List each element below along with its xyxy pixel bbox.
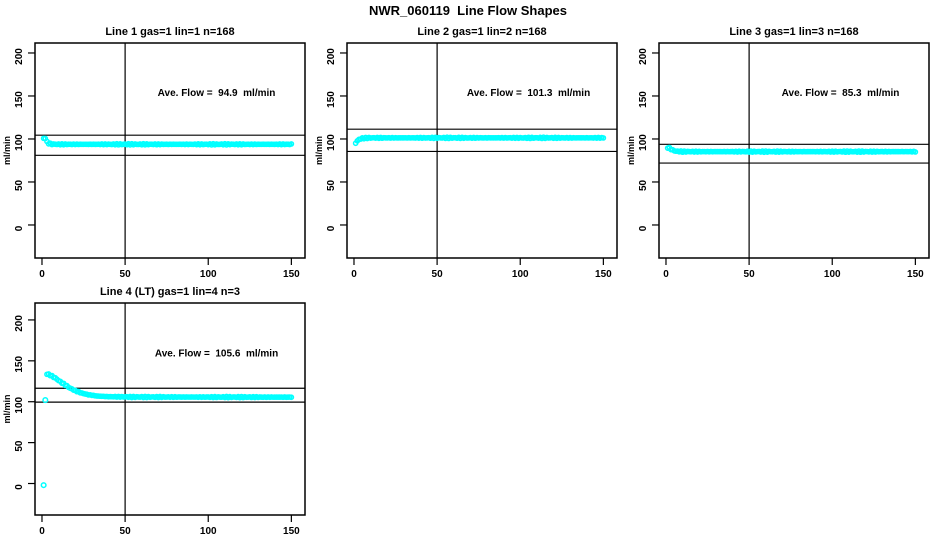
data-point [288, 394, 295, 401]
data-points [352, 134, 607, 147]
x-tick-label: 0 [663, 269, 669, 280]
ave-flow-annotation: Ave. Flow = 85.3 ml/min [782, 88, 900, 99]
panel-line-3: 0 50 100 150 200 0 50 100 150 ml/min Line 3 gas=1 … [626, 26, 930, 280]
panel-line-4: 0 50 100 150 200 0 50 100 150 ml/min Line 4 (LT) g… [2, 286, 306, 537]
x-tick-label: 150 [283, 526, 300, 537]
main-title: NWR_060119 Line Flow Shapes [369, 3, 567, 18]
y-tick-label: 50 [326, 179, 337, 191]
y-tick-label: 150 [14, 91, 25, 108]
x-tick-label: 100 [200, 526, 217, 537]
y-tick-label: 100 [14, 134, 25, 151]
y-tick-label: 0 [638, 225, 649, 231]
y-tick-label: 50 [14, 179, 25, 191]
y-tick-label: 100 [326, 134, 337, 151]
plot-box [34, 42, 306, 259]
y-axis-label: ml/min [314, 136, 324, 165]
x-tick-label: 50 [120, 526, 132, 537]
data-points [40, 135, 295, 148]
y-tick-label: 200 [638, 48, 649, 65]
y-tick-label: 0 [326, 225, 337, 231]
x-tick-label: 150 [907, 269, 924, 280]
outlier-point [42, 397, 49, 404]
x-tick-label: 50 [432, 269, 444, 280]
y-axis-label: ml/min [626, 136, 636, 165]
panel-line-1: 0 50 100 150 200 0 50 100 150 ml/min Line 1 gas=1 … [2, 26, 306, 280]
y-tick-label: 50 [14, 440, 25, 452]
y-tick-label: 200 [326, 48, 337, 65]
y-tick-label: 0 [14, 225, 25, 231]
y-axis-label: ml/min [2, 136, 12, 165]
ave-flow-annotation: Ave. Flow = 101.3 ml/min [467, 88, 590, 99]
y-tick-label: 150 [326, 91, 337, 108]
plot-box [658, 42, 930, 259]
x-tick-label: 100 [200, 269, 217, 280]
y-tick-label: 200 [14, 48, 25, 65]
data-points [40, 371, 295, 489]
x-tick-label: 50 [120, 269, 132, 280]
panel-title: Line 4 (LT) gas=1 lin=4 n=3 [100, 286, 240, 298]
panel-line-2: 0 50 100 150 200 0 50 100 150 ml/min Line 2 gas=1 … [314, 26, 618, 280]
plot-box [346, 42, 618, 259]
x-tick-label: 0 [351, 269, 357, 280]
panel-title: Line 1 gas=1 lin=1 n=168 [105, 26, 234, 38]
y-tick-label: 50 [638, 179, 649, 191]
y-tick-label: 200 [14, 315, 25, 332]
x-tick-label: 50 [744, 269, 756, 280]
y-tick-label: 100 [638, 134, 649, 151]
data-point [600, 135, 607, 141]
x-tick-label: 0 [39, 526, 45, 537]
data-point [912, 149, 919, 155]
x-tick-label: 100 [824, 269, 841, 280]
x-tick-label: 0 [39, 269, 45, 280]
panel-title: Line 2 gas=1 lin=2 n=168 [417, 26, 546, 38]
y-tick-label: 0 [14, 484, 25, 490]
data-point [288, 141, 295, 147]
outlier-point [40, 482, 47, 489]
y-axis-label: ml/min [2, 394, 12, 423]
x-tick-label: 150 [283, 269, 300, 280]
plot-box [34, 302, 306, 516]
y-tick-label: 100 [14, 396, 25, 413]
y-tick-label: 150 [14, 356, 25, 373]
x-tick-label: 100 [512, 269, 529, 280]
x-tick-label: 150 [595, 269, 612, 280]
ave-flow-annotation: Ave. Flow = 105.6 ml/min [155, 349, 278, 360]
y-tick-label: 150 [638, 91, 649, 108]
ave-flow-annotation: Ave. Flow = 94.9 ml/min [158, 88, 276, 99]
panel-title: Line 3 gas=1 lin=3 n=168 [729, 26, 858, 38]
data-points [664, 144, 919, 156]
